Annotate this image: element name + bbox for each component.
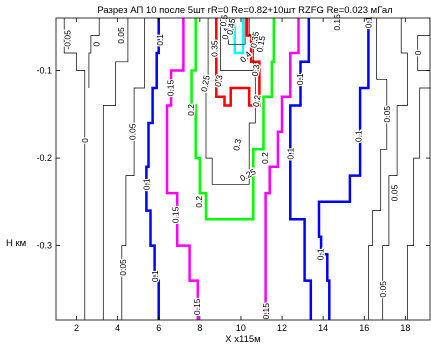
contour-label: 0.05	[389, 185, 399, 202]
contour-label: 0.05	[127, 123, 137, 140]
contour-label: 0.15	[165, 79, 175, 96]
contour-label: 0.1	[364, 16, 374, 28]
x-axis-ticks: 2 4 6 8 10 12 14 16 18	[74, 18, 410, 333]
contour-label: 0.35	[210, 40, 220, 57]
contour-label: 0.1	[286, 148, 296, 160]
contour-line-0_15-5	[165, 18, 200, 320]
y-tick-label: -0.2	[36, 153, 52, 163]
contour-label: 0.1	[142, 178, 152, 190]
contour-label: 0.3	[250, 63, 262, 77]
contour-label: 0.15	[192, 298, 202, 315]
contour-label: 0.5	[218, 14, 230, 28]
contour-label: 0.1	[155, 34, 165, 46]
x-tick-label: 10	[236, 323, 246, 333]
contour-line-0_05-13	[382, 18, 408, 320]
contour-label: 0.15	[170, 206, 180, 223]
x-tick-label: 8	[197, 323, 202, 333]
x-axis-label: X x115м	[225, 334, 260, 345]
contour-label: 0.2	[194, 196, 204, 208]
plot-frame	[55, 17, 431, 321]
contour-line-0_3-7	[215, 18, 261, 107]
contour-label: -0.05	[63, 30, 73, 50]
contour-label: 0.2	[186, 104, 196, 116]
contour-label: 0.2	[251, 94, 263, 108]
x-tick-label: 18	[400, 323, 410, 333]
x-tick-label: 4	[115, 323, 120, 333]
contour-line-0-15	[407, 87, 430, 320]
contour-line-0_1-11	[317, 18, 370, 320]
contour-line-0_35-17	[220, 18, 254, 71]
chart-title: Разрез АП 10 после 5шт rR=0 Re=0.82+10шт…	[97, 5, 392, 16]
contour-label: 0.1	[150, 270, 160, 282]
contour-line-0-0	[63, 18, 86, 320]
contour-label: 0.1	[315, 248, 325, 260]
contour-label: 0.1	[295, 73, 305, 85]
contour-label: 0.45	[225, 17, 238, 35]
y-axis-ticks: -0.1 -0.2 -0.3	[36, 66, 430, 251]
contour-label: 0.25	[199, 74, 212, 92]
contour-label: 0	[91, 42, 101, 47]
plot-area: -0.05 0 0 0.05 0.05 0.05 0.1 0.1 0.1 0.15 0.15 0.15…	[36, 12, 431, 333]
x-tick-label: 16	[359, 323, 369, 333]
contour-line-0_25-16	[205, 18, 256, 185]
y-axis-label: H км	[6, 238, 26, 249]
contour-label: 0.25	[238, 166, 258, 183]
contour-line-0_05-2	[102, 18, 129, 320]
contour-line-0_1-4	[145, 18, 160, 320]
x-tick-label: 12	[277, 323, 287, 333]
contour-line-0_45-18	[228, 18, 246, 45]
contour-label: 0.3	[213, 74, 225, 88]
contour-label: 0.05	[116, 27, 126, 44]
contour-line-0-14	[417, 18, 430, 71]
contour-label: 0.35	[248, 30, 261, 48]
contour-label: 0.05	[378, 281, 388, 298]
x-tick-label: 14	[318, 323, 328, 333]
contour-lines	[63, 18, 430, 320]
contour-label: 0.05	[118, 259, 128, 276]
contour-line-0_5-8	[233, 18, 245, 55]
contour-line-0_05-3	[121, 18, 145, 320]
contour-label: 0.15	[332, 14, 342, 31]
contour-label: 0.15	[261, 303, 271, 320]
contour-label: 0.2	[260, 152, 270, 164]
contour-line-0-1	[88, 18, 100, 88]
contour-label: 0.4	[220, 27, 232, 41]
contour-line-0_2-6	[190, 18, 276, 221]
contour-line-0_15-9	[264, 18, 300, 320]
contour-line-0_1-10	[289, 18, 313, 320]
x-tick-label: 2	[74, 323, 79, 333]
y-tick-label: -0.1	[36, 66, 52, 76]
y-tick-label: -0.3	[36, 241, 52, 251]
contour-line-0_05-12	[368, 18, 388, 320]
contour-label: 0.3	[231, 138, 243, 152]
contour-label: 0.1	[353, 130, 363, 142]
x-tick-label: 6	[156, 323, 161, 333]
contour-label: 0	[80, 138, 90, 143]
contour-label: 0.15	[254, 35, 267, 53]
contour-label: 0.05	[382, 106, 392, 123]
contour-label: 0	[413, 50, 423, 55]
